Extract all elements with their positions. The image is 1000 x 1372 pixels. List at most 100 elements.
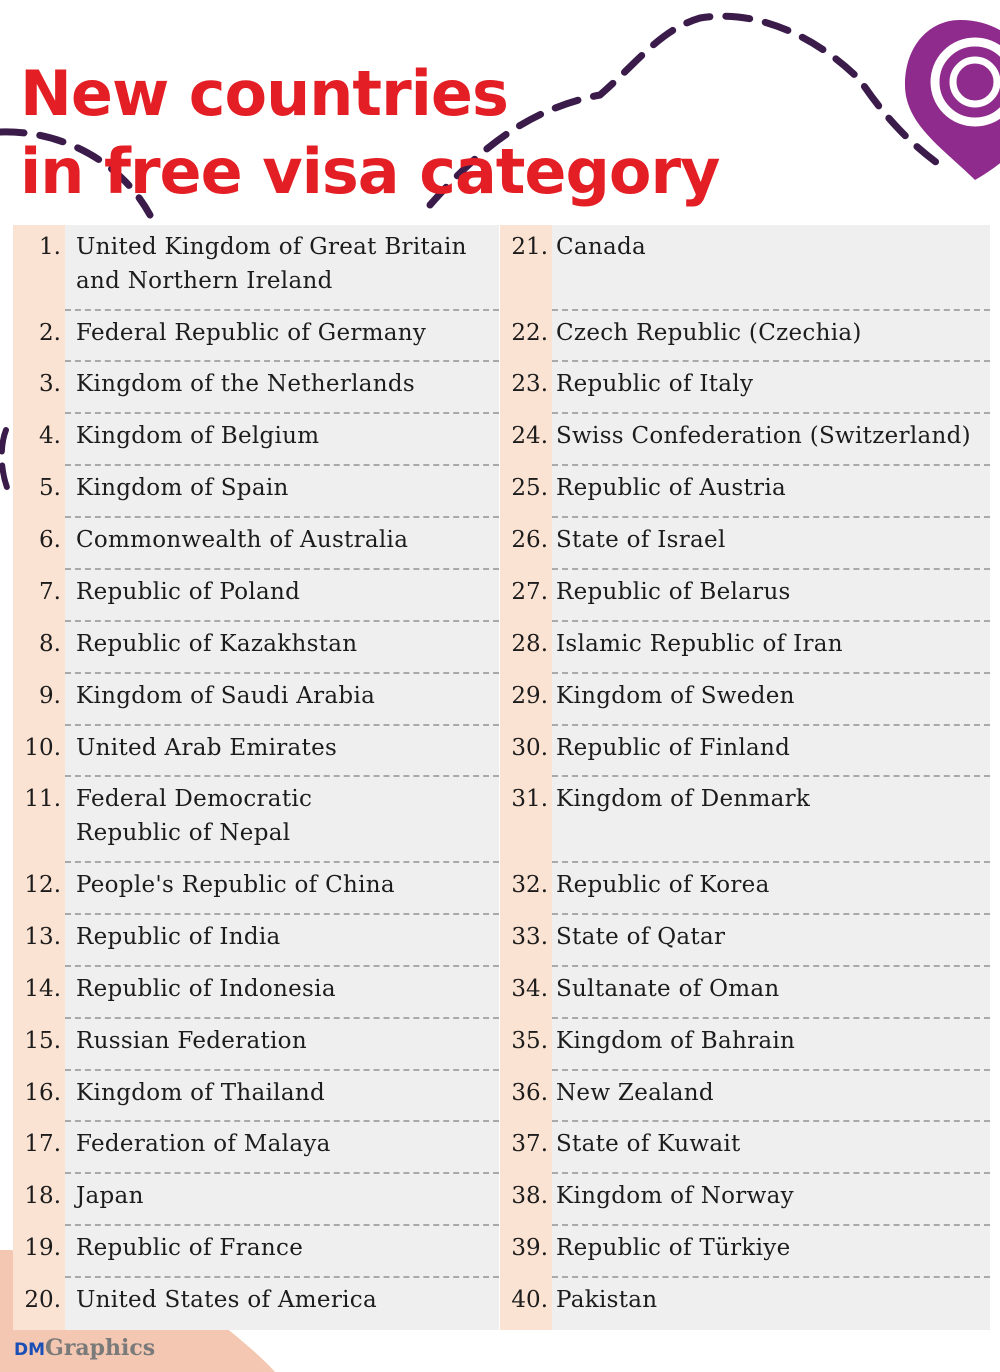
list-item: 25. Republic of Austria xyxy=(500,466,990,519)
list-item: 36. New Zealand xyxy=(500,1070,990,1123)
item-number: 13. xyxy=(13,914,65,967)
brand-logo: DMGraphics xyxy=(14,1335,155,1361)
list-item: 15. Russian Federation xyxy=(13,1018,499,1071)
list-item: 18. Japan xyxy=(13,1174,499,1227)
list-item: 2. Federal Republic of Germany xyxy=(13,310,499,363)
list-item: 4. Kingdom of Belgium xyxy=(13,414,499,467)
list-item: 12. People's Republic of China xyxy=(13,863,499,915)
country-name: Republic of Indonesia xyxy=(65,966,499,1019)
item-number: 38. xyxy=(500,1174,552,1227)
list-item: 20. United States of America xyxy=(13,1278,499,1330)
title-line-1: New countries xyxy=(20,57,509,130)
list-item: 31. Kingdom of Denmark xyxy=(500,777,990,864)
item-number: 39. xyxy=(500,1226,552,1279)
country-name: People's Republic of China xyxy=(65,863,499,915)
list-item: 6. Commonwealth of Australia xyxy=(13,518,499,570)
list-item: 11. Federal Democratic Republic of Nepal xyxy=(13,777,499,864)
page-title: New countries in free visa category xyxy=(20,55,720,211)
list-item: 30. Republic of Finland xyxy=(500,725,990,778)
item-number: 20. xyxy=(13,1278,65,1330)
country-name: Republic of Poland xyxy=(65,569,499,622)
country-name: State of Qatar xyxy=(552,914,990,967)
item-number: 4. xyxy=(13,414,65,467)
item-number: 6. xyxy=(13,518,65,570)
country-name: Canada xyxy=(552,225,990,311)
item-number: 23. xyxy=(500,362,552,415)
country-name: Kingdom of Bahrain xyxy=(552,1018,990,1071)
country-name: Republic of Türkiye xyxy=(552,1226,990,1279)
list-item: 34. Sultanate of Oman xyxy=(500,966,990,1019)
list-item: 1. United Kingdom of Great Britain and No… xyxy=(13,225,499,311)
item-number: 27. xyxy=(500,569,552,622)
item-number: 29. xyxy=(500,673,552,726)
item-number: 18. xyxy=(13,1174,65,1227)
list-item: 32. Republic of Korea xyxy=(500,863,990,915)
item-number: 2. xyxy=(13,310,65,363)
country-name: State of Israel xyxy=(552,518,990,570)
country-name: Japan xyxy=(65,1174,499,1227)
country-name: Sultanate of Oman xyxy=(552,966,990,1019)
country-name: Republic of Kazakhstan xyxy=(65,621,499,674)
list-item: 22. Czech Republic (Czechia) xyxy=(500,310,990,363)
country-name: Republic of India xyxy=(65,914,499,967)
list-item: 37. State of Kuwait xyxy=(500,1122,990,1175)
country-name: United States of America xyxy=(65,1278,499,1330)
list-item: 19. Republic of France xyxy=(13,1226,499,1279)
list-item: 24. Swiss Confederation (Switzerland) xyxy=(500,414,990,467)
list-item: 14. Republic of Indonesia xyxy=(13,966,499,1019)
country-name: Federal Republic of Germany xyxy=(65,310,499,363)
country-list-right: 21. Canada 22. Czech Republic (Czechia) 23. R… xyxy=(500,225,990,1330)
country-name: Kingdom of the Netherlands xyxy=(65,362,499,415)
item-number: 37. xyxy=(500,1122,552,1175)
country-name: Kingdom of Sweden xyxy=(552,673,990,726)
country-name: Islamic Republic of Iran xyxy=(552,621,990,674)
list-item: 27. Republic of Belarus xyxy=(500,569,990,622)
item-number: 17. xyxy=(13,1122,65,1175)
item-number: 7. xyxy=(13,569,65,622)
list-item: 40. Pakistan xyxy=(500,1278,990,1330)
list-item: 38. Kingdom of Norway xyxy=(500,1174,990,1227)
item-number: 21. xyxy=(500,225,552,311)
list-item: 7. Republic of Poland xyxy=(13,569,499,622)
list-item: 17. Federation of Malaya xyxy=(13,1122,499,1175)
item-number: 35. xyxy=(500,1018,552,1071)
list-item: 10. United Arab Emirates xyxy=(13,725,499,778)
country-name: Kingdom of Spain xyxy=(65,466,499,519)
list-item: 23. Republic of Italy xyxy=(500,362,990,415)
list-item: 26. State of Israel xyxy=(500,518,990,570)
brand-prefix: DM xyxy=(14,1340,46,1360)
item-number: 1. xyxy=(13,225,65,311)
item-number: 26. xyxy=(500,518,552,570)
item-number: 16. xyxy=(13,1070,65,1123)
country-name: New Zealand xyxy=(552,1070,990,1123)
list-item: 28. Islamic Republic of Iran xyxy=(500,621,990,674)
list-item: 13. Republic of India xyxy=(13,914,499,967)
item-number: 31. xyxy=(500,777,552,864)
list-item: 35. Kingdom of Bahrain xyxy=(500,1018,990,1071)
item-number: 22. xyxy=(500,310,552,363)
list-item: 39. Republic of Türkiye xyxy=(500,1226,990,1279)
country-name: Czech Republic (Czechia) xyxy=(552,310,990,363)
list-item: 33. State of Qatar xyxy=(500,914,990,967)
country-name: Republic of France xyxy=(65,1226,499,1279)
item-number: 9. xyxy=(13,673,65,726)
list-item: 3. Kingdom of the Netherlands xyxy=(13,362,499,415)
country-name: Kingdom of Belgium xyxy=(65,414,499,467)
country-name: Swiss Confederation (Switzerland) xyxy=(552,414,990,467)
item-number: 15. xyxy=(13,1018,65,1071)
item-number: 24. xyxy=(500,414,552,467)
list-item: 8. Republic of Kazakhstan xyxy=(13,621,499,674)
list-item: 21. Canada xyxy=(500,225,990,311)
country-name: Kingdom of Saudi Arabia xyxy=(65,673,499,726)
country-name: Commonwealth of Australia xyxy=(65,518,499,570)
item-number: 12. xyxy=(13,863,65,915)
country-name: Kingdom of Denmark xyxy=(552,777,990,864)
item-number: 30. xyxy=(500,725,552,778)
country-name: Federal Democratic Republic of Nepal xyxy=(65,777,499,864)
country-name: United Arab Emirates xyxy=(65,725,499,778)
item-number: 34. xyxy=(500,966,552,1019)
item-number: 5. xyxy=(13,466,65,519)
item-number: 11. xyxy=(13,777,65,864)
country-name: Republic of Italy xyxy=(552,362,990,415)
country-name: Kingdom of Thailand xyxy=(65,1070,499,1123)
